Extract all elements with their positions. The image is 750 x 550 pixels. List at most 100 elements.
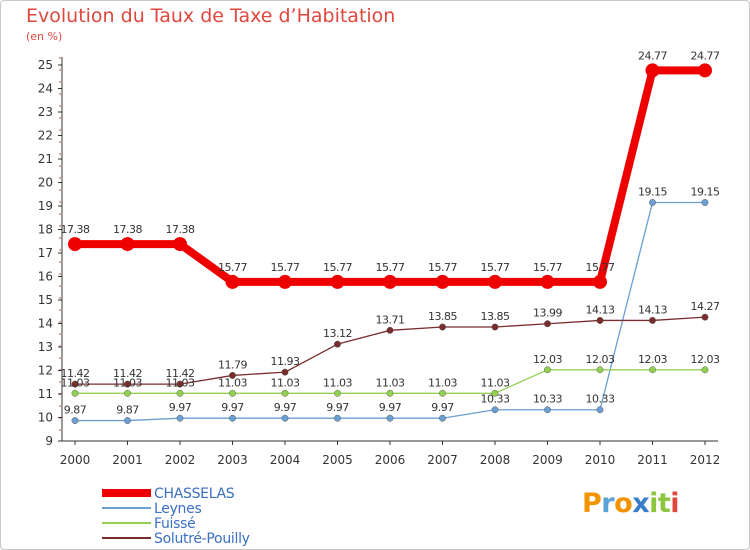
logo-letter: x (632, 488, 650, 519)
data-label-chasselas: 15.77 (586, 261, 615, 274)
data-label-solutr-pouilly: 13.85 (481, 310, 510, 323)
data-point-solutr-pouilly (281, 368, 289, 376)
data-label-chasselas: 24.77 (691, 49, 720, 62)
data-point-leynes (386, 414, 394, 422)
data-point-fuiss (281, 389, 289, 397)
data-label-leynes: 9.97 (326, 401, 349, 414)
data-label-fuiss: 11.03 (481, 376, 510, 389)
data-point-fuiss (334, 389, 341, 397)
data-point-chasselas (540, 274, 555, 289)
series-line-chasselas (71, 66, 709, 286)
data-label-chasselas: 15.77 (533, 261, 562, 274)
data-point-fuiss (544, 366, 551, 374)
data-label-leynes: 9.97 (169, 401, 192, 414)
data-point-chasselas (173, 237, 187, 252)
y-axis-ticks: 9 10 11 12 13 14 15 16 17 18 19 20 21 22 23 24 25 (38, 58, 62, 448)
data-point-leynes (701, 199, 709, 206)
data-label-leynes: 9.97 (274, 401, 297, 414)
data-label-leynes: 9.87 (116, 404, 139, 417)
data-labels: 17.38 17.38 17.38 15.77 15.77 15.77 15.77 15.77… (61, 49, 721, 417)
y-tick-label: 13 (38, 340, 53, 354)
data-point-leynes (544, 406, 551, 414)
logo-letter: i (649, 488, 658, 519)
data-point-solutr-pouilly (386, 326, 394, 334)
data-label-solutr-pouilly: 11.93 (271, 355, 300, 368)
y-tick-label: 19 (38, 199, 53, 213)
data-label-solutr-pouilly: 14.13 (638, 303, 667, 316)
x-tick-label: 2001 (112, 453, 143, 467)
data-label-chasselas: 15.77 (218, 261, 247, 274)
data-point-fuiss (386, 389, 394, 397)
legend-label-leynes: Leynes (154, 501, 201, 517)
data-label-chasselas: 15.77 (428, 261, 457, 274)
data-label-fuiss: 11.03 (271, 376, 300, 389)
data-point-chasselas (698, 63, 712, 78)
logo-letter: P (582, 488, 602, 519)
data-label-solutr-pouilly: 11.42 (166, 367, 195, 380)
data-label-fuiss: 11.03 (61, 376, 90, 389)
data-point-leynes (229, 414, 236, 422)
data-label-fuiss: 11.03 (376, 376, 405, 389)
data-label-fuiss: 12.03 (533, 353, 562, 366)
y-tick-label: 16 (38, 270, 53, 284)
data-point-chasselas (278, 274, 292, 289)
data-point-chasselas (593, 274, 607, 289)
data-label-chasselas: 17.38 (113, 223, 142, 236)
y-tick-label: 12 (38, 364, 53, 378)
x-tick-label: 2004 (270, 453, 301, 467)
data-label-chasselas: 15.77 (376, 261, 405, 274)
logo-letter: o (614, 488, 633, 519)
x-tick-label: 2008 (480, 453, 511, 467)
data-point-solutr-pouilly (701, 313, 709, 321)
x-tick-label: 2000 (60, 453, 91, 467)
series-group (68, 63, 712, 424)
data-point-leynes (439, 414, 446, 422)
data-label-fuiss: 12.03 (691, 353, 720, 366)
data-label-leynes: 9.87 (64, 404, 87, 417)
data-label-solutr-pouilly: 11.79 (218, 358, 247, 371)
chart-title: Evolution du Taux de Taxe d’Habitation (26, 5, 396, 27)
data-point-leynes (281, 414, 289, 422)
x-tick-label: 2009 (532, 453, 563, 467)
data-point-solutr-pouilly (334, 340, 341, 348)
x-tick-label: 2002 (165, 453, 196, 467)
x-tick-label: 2006 (375, 453, 406, 467)
y-tick-label: 22 (38, 129, 53, 143)
data-label-solutr-pouilly: 11.42 (113, 367, 142, 380)
data-label-solutr-pouilly: 13.85 (428, 310, 457, 323)
data-label-fuiss: 12.03 (638, 353, 667, 366)
unit-label: (en %) (26, 30, 63, 43)
data-point-fuiss (124, 389, 131, 397)
x-tick-label: 2007 (427, 453, 458, 467)
data-label-fuiss: 12.03 (586, 353, 615, 366)
data-label-leynes: 10.33 (586, 393, 615, 406)
data-label-chasselas: 15.77 (323, 261, 352, 274)
data-label-solutr-pouilly: 13.99 (533, 307, 562, 320)
data-label-solutr-pouilly: 13.12 (323, 327, 352, 340)
data-label-chasselas: 24.77 (638, 49, 667, 62)
x-tick-label: 2005 (322, 453, 353, 467)
data-point-fuiss (701, 366, 709, 374)
legend-label-solutr-pouilly: Solutré-Pouilly (154, 531, 250, 547)
data-label-solutr-pouilly: 14.13 (586, 303, 615, 316)
data-point-chasselas (225, 274, 240, 289)
data-label-fuiss: 11.03 (323, 376, 352, 389)
data-point-fuiss (491, 389, 499, 397)
y-tick-label: 20 (38, 176, 53, 190)
data-point-chasselas (330, 274, 345, 289)
data-point-solutr-pouilly (71, 380, 79, 388)
y-tick-label: 23 (38, 105, 53, 119)
data-point-fuiss (596, 366, 604, 374)
data-point-chasselas (120, 237, 135, 252)
data-point-fuiss (71, 389, 79, 397)
x-tick-label: 2011 (637, 453, 668, 467)
y-tick-label: 17 (38, 246, 53, 260)
data-label-fuiss: 11.03 (428, 376, 457, 389)
logo-letter: i (670, 488, 680, 519)
data-label-fuiss: 11.03 (218, 376, 247, 389)
data-point-solutr-pouilly (596, 317, 604, 324)
data-label-chasselas: 17.38 (61, 223, 90, 236)
data-point-solutr-pouilly (491, 323, 499, 331)
